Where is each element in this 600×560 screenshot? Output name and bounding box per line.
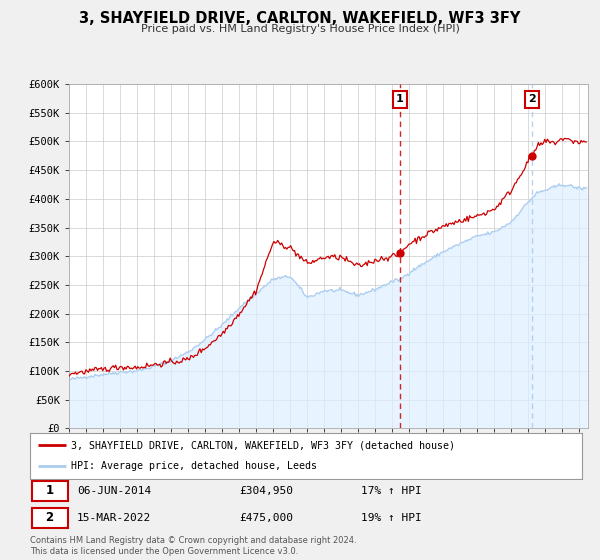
Text: 06-JUN-2014: 06-JUN-2014	[77, 486, 151, 496]
Text: 2: 2	[45, 511, 53, 524]
Text: 17% ↑ HPI: 17% ↑ HPI	[361, 486, 422, 496]
Text: Contains HM Land Registry data © Crown copyright and database right 2024.
This d: Contains HM Land Registry data © Crown c…	[30, 536, 356, 556]
Text: 1: 1	[45, 484, 53, 497]
Text: 1: 1	[396, 95, 404, 105]
Text: 2: 2	[528, 95, 536, 105]
Text: £475,000: £475,000	[240, 513, 294, 523]
FancyBboxPatch shape	[32, 480, 68, 501]
Text: 3, SHAYFIELD DRIVE, CARLTON, WAKEFIELD, WF3 3FY: 3, SHAYFIELD DRIVE, CARLTON, WAKEFIELD, …	[79, 11, 521, 26]
Text: HPI: Average price, detached house, Leeds: HPI: Average price, detached house, Leed…	[71, 461, 317, 472]
Text: 15-MAR-2022: 15-MAR-2022	[77, 513, 151, 523]
Text: 3, SHAYFIELD DRIVE, CARLTON, WAKEFIELD, WF3 3FY (detached house): 3, SHAYFIELD DRIVE, CARLTON, WAKEFIELD, …	[71, 440, 455, 450]
Text: 19% ↑ HPI: 19% ↑ HPI	[361, 513, 422, 523]
Text: Price paid vs. HM Land Registry's House Price Index (HPI): Price paid vs. HM Land Registry's House …	[140, 24, 460, 34]
FancyBboxPatch shape	[32, 508, 68, 528]
Text: £304,950: £304,950	[240, 486, 294, 496]
